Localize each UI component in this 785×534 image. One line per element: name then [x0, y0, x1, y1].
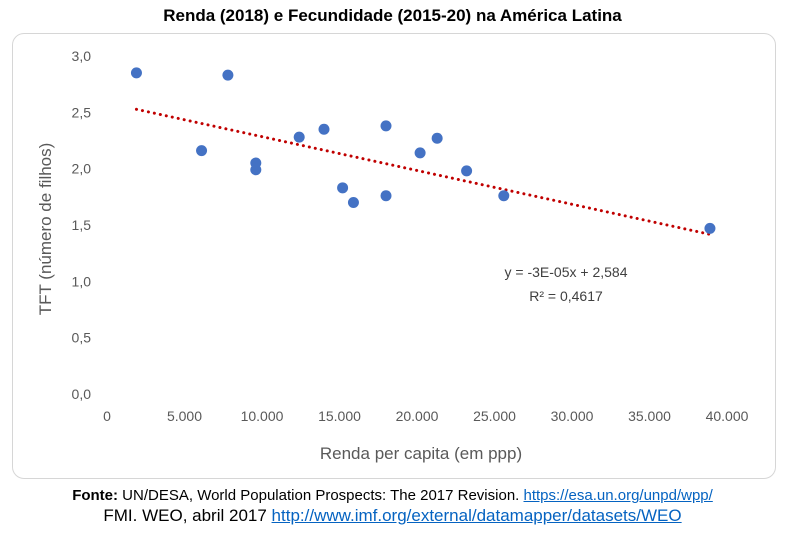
y-tick-label: 1,5	[72, 217, 92, 233]
scatter-plot: 0 5.000 10.000 15.000 20.000 25.000 30.000 35.0…	[36, 48, 749, 463]
source-line2-text: FMI. WEO, abril 2017	[103, 506, 272, 525]
x-tick-label: 10.000	[241, 408, 284, 424]
x-tick-labels: 0 5.000 10.000 15.000 20.000 25.000 30.000 35.0…	[103, 408, 749, 424]
data-point	[431, 132, 443, 144]
y-tick-labels: 0,0 0,5 1,0 1,5 2,0 2,5 3,0	[72, 48, 92, 402]
x-tick-label: 25.000	[473, 408, 516, 424]
chart-frame: 0 5.000 10.000 15.000 20.000 25.000 30.000 35.0…	[12, 33, 776, 479]
x-axis-title: Renda per capita (em ppp)	[320, 444, 522, 463]
data-point	[380, 190, 392, 202]
source-note: Fonte: UN/DESA, World Population Prospec…	[0, 486, 785, 526]
y-tick-label: 0,5	[72, 330, 92, 346]
source-link-weo[interactable]: http://www.imf.org/external/datamapper/d…	[271, 506, 682, 525]
source-line-2: FMI. WEO, abril 2017 http://www.imf.org/…	[0, 506, 785, 526]
x-tick-label: 15.000	[318, 408, 361, 424]
chart-title: Renda (2018) e Fecundidade (2015-20) na …	[163, 6, 622, 25]
x-tick-label: 0	[103, 408, 111, 424]
data-point	[461, 165, 473, 177]
y-tick-label: 1,0	[72, 273, 92, 289]
source-line-1: Fonte: UN/DESA, World Population Prospec…	[0, 486, 785, 506]
data-point	[498, 190, 510, 202]
data-points	[130, 67, 716, 234]
x-tick-label: 35.000	[628, 408, 671, 424]
source-prefix: Fonte:	[72, 487, 119, 504]
data-point	[250, 164, 262, 176]
data-point	[347, 196, 359, 208]
data-point	[318, 123, 330, 135]
x-tick-label: 5.000	[167, 408, 202, 424]
x-tick-label: 30.000	[551, 408, 594, 424]
data-point	[222, 69, 234, 81]
source-line1-text: UN/DESA, World Population Prospects: The…	[118, 487, 524, 504]
y-tick-label: 2,0	[72, 161, 92, 177]
trendline	[134, 107, 712, 236]
data-point	[130, 67, 142, 79]
trendline-equation: y = -3E-05x + 2,584	[505, 264, 628, 280]
y-axis-title: TFT (número de filhos)	[36, 143, 55, 316]
source-link-wpp[interactable]: https://esa.un.org/unpd/wpp/	[523, 487, 713, 504]
data-point	[380, 120, 392, 132]
y-tick-label: 3,0	[72, 48, 92, 64]
y-tick-label: 0,0	[72, 386, 92, 402]
data-point	[704, 222, 716, 234]
x-tick-label: 40.000	[706, 408, 749, 424]
trendline-r-squared: R² = 0,4617	[529, 288, 603, 304]
data-point	[293, 131, 305, 143]
y-tick-label: 2,5	[72, 104, 92, 120]
data-point	[337, 182, 349, 194]
x-tick-label: 20.000	[396, 408, 439, 424]
data-point	[196, 145, 208, 157]
data-point	[414, 147, 426, 159]
